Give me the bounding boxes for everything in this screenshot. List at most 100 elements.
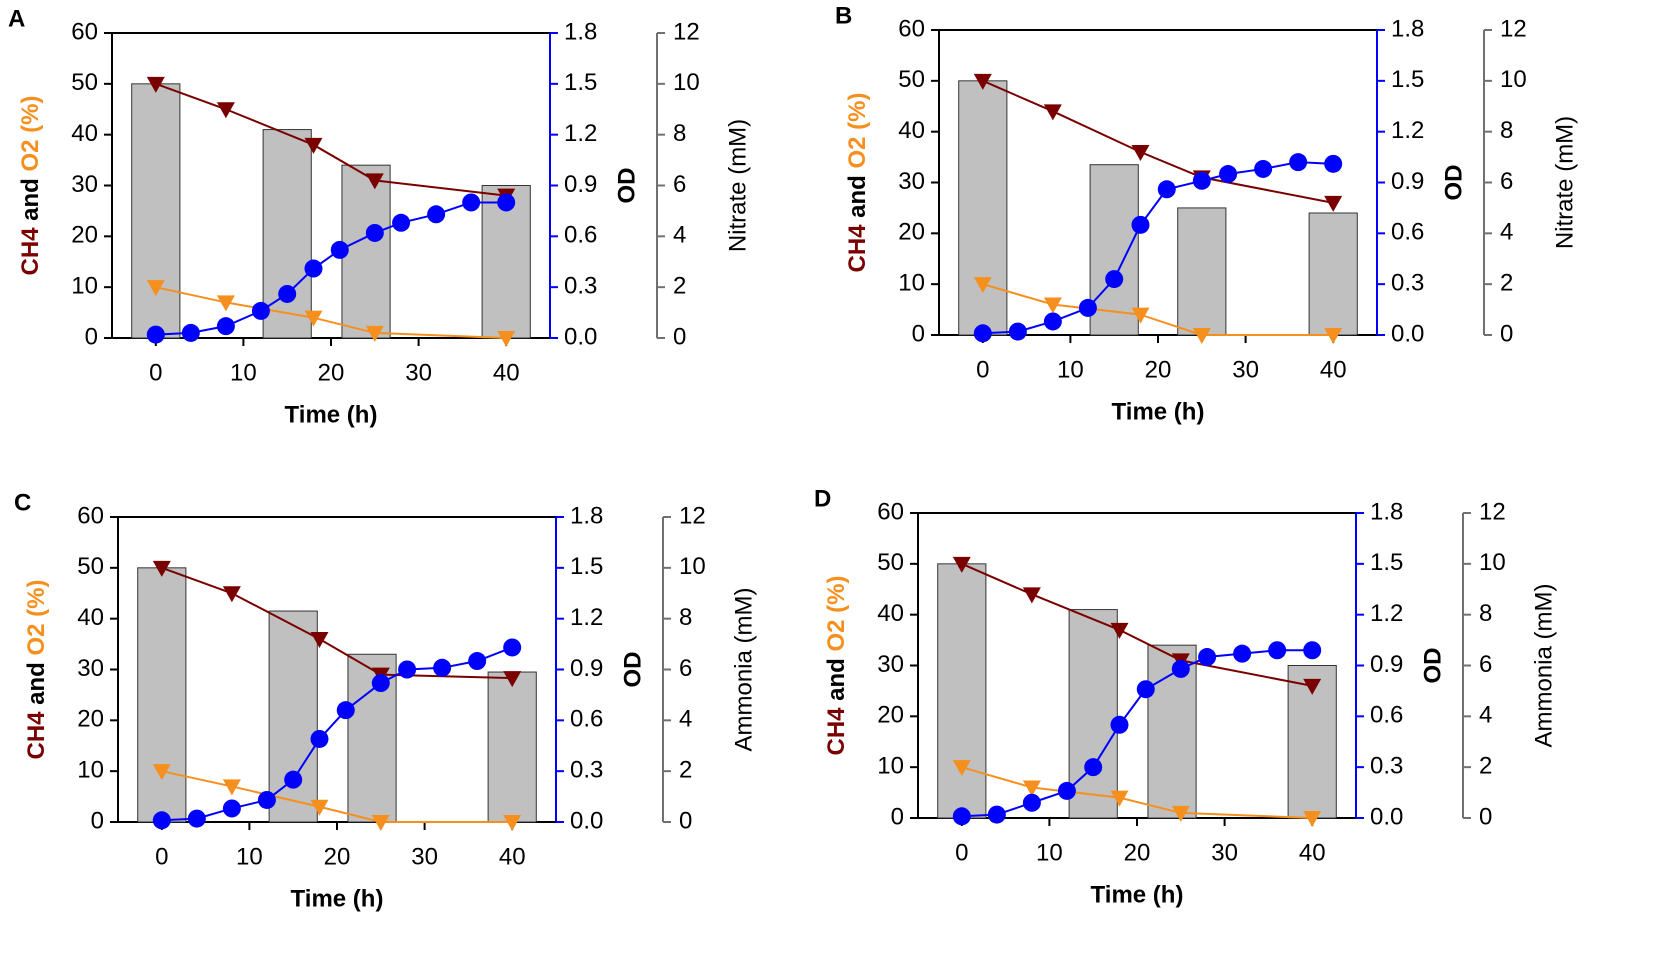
point (973, 73, 992, 90)
y-axis-title-part: O2 (%) (823, 575, 850, 651)
point (1268, 641, 1287, 660)
y2-tick-label: 1.2 (570, 604, 603, 631)
x-tick-label: 20 (318, 359, 345, 386)
y2-axis-title: OD (619, 652, 646, 688)
line (982, 79, 1334, 204)
point (1043, 312, 1062, 331)
line (155, 201, 507, 336)
y3-tick-label: 2 (1479, 753, 1492, 780)
x-tick-label: 0 (976, 356, 989, 383)
y-tick-label: 50 (71, 69, 98, 96)
point (365, 173, 384, 190)
point (152, 560, 171, 577)
y-axis-title-part: and (844, 175, 871, 218)
point (398, 660, 417, 679)
y2-tick-label: 0.3 (564, 273, 597, 300)
point (1303, 641, 1322, 660)
y2-axis-title: OD (1419, 648, 1446, 684)
point (1131, 145, 1150, 161)
y2-tick-label: 0.9 (564, 171, 597, 198)
y2-tick-label: 1.8 (564, 18, 597, 45)
y-axis-title-part: and (23, 662, 50, 705)
y3-tick-label: 0 (1500, 320, 1513, 347)
y-tick-label: 30 (77, 655, 104, 682)
y3-tick-label: 12 (1479, 498, 1506, 525)
point (304, 310, 323, 327)
panel: A 0 10 20 30 40 50 60 0.0 0.3 0.6 0.9 1.2 1.5 1.8 0 2 4 6 8… (8, 5, 751, 428)
x-tick-label: 10 (1057, 356, 1084, 383)
point (336, 701, 355, 720)
y-tick-label: 50 (77, 553, 104, 580)
bar (958, 80, 1008, 336)
y2-tick-label: 1.8 (1391, 15, 1424, 42)
y-tick-label: 40 (898, 117, 925, 144)
y-tick-label: 60 (77, 502, 104, 529)
y3-tick-label: 2 (679, 757, 692, 784)
y-axis-title: CH4 and O2 (%) (23, 579, 50, 759)
point (503, 815, 522, 831)
y-tick-label: 0 (891, 803, 904, 830)
y-axis-title: CH4 and O2 (%) (17, 95, 44, 275)
y-tick-label: 30 (898, 168, 925, 195)
y3-tick-label: 8 (679, 604, 692, 631)
y-tick-label: 10 (877, 753, 904, 780)
point (497, 193, 516, 212)
point (1043, 297, 1062, 314)
x-tick-label: 0 (149, 359, 162, 386)
y-tick-label: 60 (877, 498, 904, 525)
y-axis-title-part: O2 (%) (844, 92, 871, 168)
bar (1089, 164, 1139, 336)
y3-tick-label: 2 (673, 273, 686, 300)
point (257, 790, 276, 809)
y-axis-title-part: CH4 (17, 227, 44, 276)
panel: B 0 10 20 30 40 50 60 0.0 0.3 0.6 0.9 1.2 1.5 1.8 0 2 4 6 8… (835, 2, 1578, 425)
y3-tick-label: 12 (679, 502, 706, 529)
y3-tick-label: 10 (1500, 66, 1527, 93)
point (181, 323, 200, 342)
point (310, 729, 329, 748)
point (278, 284, 297, 303)
y2-tick-label: 0.9 (1370, 651, 1403, 678)
y-axis-title-part: and (823, 658, 850, 701)
y2-tick-label: 0.6 (570, 706, 603, 733)
y-tick-label: 20 (898, 219, 925, 246)
y-tick-label: 0 (91, 807, 104, 834)
panel: C 0 10 20 30 40 50 60 0.0 0.3 0.6 0.9 1.2 1.5 1.8 0 2 4 6 8… (14, 489, 757, 912)
y3-tick-label: 6 (1500, 168, 1513, 195)
bar (131, 83, 181, 339)
point (146, 76, 165, 93)
panel-label: C (14, 489, 31, 516)
point (427, 205, 446, 224)
y-tick-label: 10 (77, 757, 104, 784)
panel-label: B (835, 2, 852, 29)
bar (1308, 212, 1358, 336)
point (1157, 180, 1176, 199)
point (371, 815, 390, 831)
y-tick-label: 30 (71, 171, 98, 198)
point (1171, 659, 1190, 678)
y2-tick-label: 0.3 (1391, 270, 1424, 297)
y2-tick-label: 1.2 (1370, 600, 1403, 627)
y3-tick-label: 6 (1479, 651, 1492, 678)
point (284, 770, 303, 789)
y3-tick-label: 10 (679, 553, 706, 580)
y-tick-label: 60 (71, 18, 98, 45)
line (961, 562, 1313, 687)
x-tick-label: 0 (955, 839, 968, 866)
y3-tick-label: 4 (673, 222, 686, 249)
y-tick-label: 0 (85, 323, 98, 350)
point (1131, 307, 1150, 324)
y3-tick-label: 8 (1500, 117, 1513, 144)
x-tick-label: 40 (493, 359, 520, 386)
x-tick-label: 40 (1320, 356, 1347, 383)
line (161, 646, 513, 822)
bar (137, 567, 187, 823)
point (1110, 790, 1129, 807)
y2-tick-label: 0.9 (570, 655, 603, 682)
point (952, 807, 971, 826)
point (330, 240, 349, 259)
y2-tick-label: 1.2 (1391, 117, 1424, 144)
panel: D 0 10 20 30 40 50 60 0.0 0.3 0.6 0.9 1.2 1.5 1.8 0 2 4 6 8… (814, 485, 1557, 908)
y-tick-label: 0 (912, 320, 925, 347)
